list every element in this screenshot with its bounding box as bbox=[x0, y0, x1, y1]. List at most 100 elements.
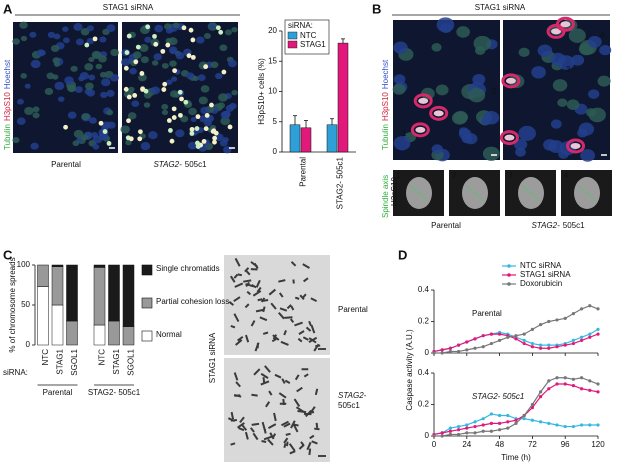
mitotic-cell bbox=[499, 130, 519, 146]
y-tick-label: 5 bbox=[273, 117, 278, 126]
point bbox=[571, 312, 576, 316]
spindle bbox=[560, 21, 571, 28]
mitotic-cell bbox=[128, 136, 134, 142]
point bbox=[514, 334, 518, 338]
point bbox=[596, 327, 600, 331]
nucleus bbox=[88, 74, 96, 81]
nucleus bbox=[30, 59, 41, 69]
chromosome bbox=[245, 270, 251, 276]
mitotic-cell bbox=[171, 106, 177, 112]
point bbox=[539, 323, 543, 327]
chromosome bbox=[269, 432, 275, 440]
nucleus bbox=[175, 51, 185, 60]
image-label: 505c1 bbox=[338, 401, 360, 410]
mitotic-cell bbox=[135, 44, 141, 50]
point bbox=[596, 390, 600, 394]
chromosome bbox=[274, 373, 282, 379]
mitotic-cell bbox=[98, 120, 104, 126]
chromosome bbox=[233, 372, 239, 381]
mitotic-cell bbox=[181, 25, 187, 31]
point bbox=[596, 382, 600, 386]
image-label-part: 505c1 bbox=[185, 160, 207, 169]
chromosome bbox=[261, 421, 266, 431]
nucleus bbox=[53, 33, 61, 40]
point bbox=[440, 351, 444, 355]
mitotic-cell bbox=[177, 112, 183, 118]
chromosome bbox=[238, 427, 245, 432]
nucleus bbox=[67, 111, 77, 119]
nucleus bbox=[557, 55, 575, 70]
chromosome bbox=[233, 313, 240, 323]
nucleus bbox=[19, 21, 28, 29]
bar-segment bbox=[93, 267, 106, 326]
mitotic-cell bbox=[227, 124, 233, 130]
nucleus bbox=[468, 87, 486, 103]
chromosome bbox=[268, 390, 273, 396]
legend-swatch bbox=[287, 31, 298, 40]
mitotic-cell bbox=[137, 136, 143, 142]
nucleus bbox=[188, 107, 197, 116]
legend-label: Partial cohesion loss bbox=[156, 297, 229, 306]
bar-segment bbox=[66, 320, 78, 346]
nucleus bbox=[101, 78, 111, 87]
nucleus bbox=[50, 44, 60, 52]
stain: Spindle axis bbox=[381, 175, 390, 218]
bar-segment bbox=[122, 264, 135, 327]
mitotic-cell bbox=[189, 131, 195, 136]
mitotic-cell bbox=[102, 129, 108, 134]
chromosome bbox=[243, 279, 252, 283]
nucleus bbox=[89, 117, 97, 124]
image-label: Parental bbox=[338, 305, 368, 314]
chromosome bbox=[245, 281, 250, 288]
nucleus bbox=[106, 109, 114, 116]
chromosome bbox=[311, 440, 318, 445]
point bbox=[539, 343, 543, 347]
nucleus bbox=[73, 129, 84, 139]
x-tick-label: STAG2- 505c1 bbox=[336, 156, 345, 209]
bar bbox=[300, 127, 312, 153]
point bbox=[432, 351, 436, 355]
nucleus bbox=[222, 110, 231, 118]
point bbox=[539, 395, 543, 399]
mitotic-cell bbox=[124, 50, 130, 55]
nucleus bbox=[57, 96, 65, 102]
spindle bbox=[570, 142, 581, 149]
chromosome-spread bbox=[224, 358, 330, 462]
chromosome bbox=[249, 427, 255, 433]
stain-labels: Tubulin H3pS10 Hoechst bbox=[381, 59, 390, 150]
bar-segment bbox=[51, 266, 64, 306]
nucleus bbox=[24, 83, 31, 89]
nucleus bbox=[110, 74, 119, 82]
chromosome bbox=[278, 279, 286, 283]
bar-segment bbox=[108, 320, 120, 346]
bar-segment bbox=[37, 264, 49, 287]
chromosome bbox=[286, 441, 289, 447]
nucleus bbox=[537, 44, 553, 57]
chromosome bbox=[290, 261, 297, 267]
mitotic-cell bbox=[190, 37, 196, 43]
y-tick-label: 20 bbox=[268, 26, 277, 35]
point bbox=[580, 387, 584, 391]
bar bbox=[326, 124, 338, 153]
nucleus bbox=[219, 44, 228, 52]
nucleus bbox=[435, 84, 449, 96]
nucleus bbox=[140, 56, 149, 64]
inset-number: 3 bbox=[508, 171, 513, 180]
point bbox=[555, 318, 559, 322]
point bbox=[465, 340, 469, 344]
inset-axis bbox=[466, 185, 484, 201]
mitotic-cell bbox=[204, 112, 210, 118]
point bbox=[571, 338, 576, 342]
x-tick-label: STAG1 bbox=[112, 348, 121, 374]
point bbox=[440, 431, 444, 435]
nucleus bbox=[180, 115, 189, 123]
nucleus bbox=[558, 149, 569, 159]
chromosome bbox=[253, 262, 259, 270]
nucleus bbox=[166, 79, 173, 85]
chromosome bbox=[260, 372, 269, 379]
point bbox=[580, 376, 584, 380]
point bbox=[580, 423, 584, 427]
nucleus bbox=[75, 38, 84, 46]
chromosome bbox=[268, 288, 277, 296]
chromosome bbox=[272, 334, 280, 341]
